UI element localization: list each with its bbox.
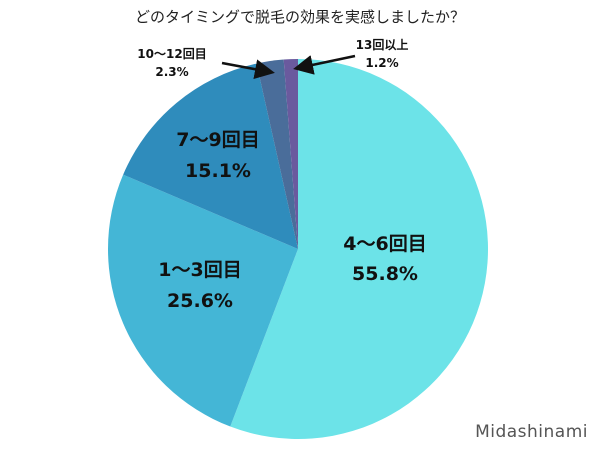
slice-value-1-3: 25.6% bbox=[167, 290, 233, 312]
pie-slice bbox=[123, 63, 299, 249]
slice-label-4-6: 4〜6回目 bbox=[343, 233, 426, 255]
pie-slices bbox=[107, 59, 488, 439]
callout-value-10-12: 2.3% bbox=[155, 65, 188, 79]
callout-arrow-13plus bbox=[293, 54, 356, 75]
slice-value-7-9: 15.1% bbox=[185, 160, 251, 182]
slice-value-4-6: 55.8% bbox=[352, 263, 418, 285]
watermark: Midashinami bbox=[475, 422, 588, 442]
pie-slice bbox=[256, 59, 298, 249]
pie-slice bbox=[107, 174, 298, 427]
chart-title: どのタイミングで脱毛の効果を実感しましたか？ bbox=[134, 8, 465, 26]
slice-label-7-9: 7〜9回目 bbox=[176, 129, 259, 151]
pie-slice bbox=[283, 59, 298, 249]
callout-label-10-12: 10〜12回目 bbox=[137, 47, 206, 61]
callout-value-13plus: 1.2% bbox=[365, 56, 398, 70]
pie-slice bbox=[230, 59, 488, 439]
callout-arrow-10-12 bbox=[221, 59, 275, 80]
slice-label-1-3: 1〜3回目 bbox=[158, 259, 241, 281]
callout-label-13plus: 13回以上 bbox=[356, 37, 409, 52]
